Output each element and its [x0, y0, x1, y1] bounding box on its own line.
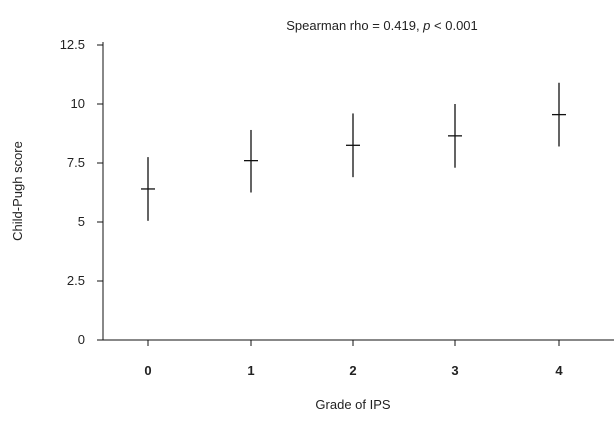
x-tick-label: 0 [144, 363, 151, 378]
y-axis-ticks: 0 2.5 5 7.5 10 12.5 [60, 37, 103, 347]
chart-title-prefix: Spearman rho = 0.419, [286, 18, 423, 33]
y-tick-label: 0 [78, 332, 85, 347]
y-axis-label: Child-Pugh score [10, 141, 25, 241]
y-tick-label: 12.5 [60, 37, 85, 52]
y-tick-label: 7.5 [67, 155, 85, 170]
x-tick-label: 4 [555, 363, 563, 378]
x-axis-label: Grade of IPS [315, 397, 390, 412]
x-tick-label: 1 [247, 363, 254, 378]
y-tick-label: 2.5 [67, 273, 85, 288]
chart-title-suffix: < 0.001 [430, 18, 477, 33]
x-tick-label: 2 [349, 363, 356, 378]
chart-title: Spearman rho = 0.419, p < 0.001 [286, 18, 478, 33]
x-axis-ticks: 0 1 2 3 4 [144, 340, 563, 378]
y-tick-label: 10 [71, 96, 85, 111]
plot-marks [141, 82, 566, 221]
x-tick-label: 3 [451, 363, 458, 378]
chart-title-p: p [422, 18, 430, 33]
y-tick-label: 5 [78, 214, 85, 229]
